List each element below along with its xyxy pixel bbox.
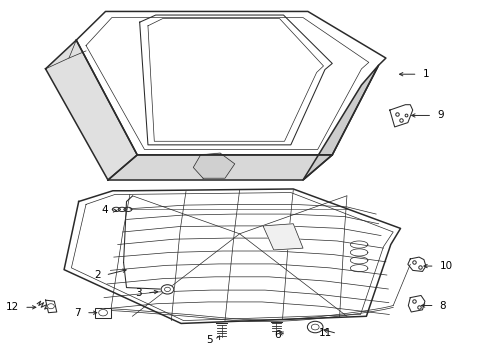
Polygon shape: [108, 155, 331, 180]
Circle shape: [161, 285, 173, 294]
Text: 4: 4: [101, 206, 108, 216]
Text: 7: 7: [74, 308, 81, 318]
Polygon shape: [45, 300, 57, 313]
Polygon shape: [263, 224, 303, 250]
Text: 12: 12: [6, 302, 19, 312]
Circle shape: [307, 321, 323, 333]
Polygon shape: [76, 12, 385, 155]
FancyBboxPatch shape: [95, 308, 111, 318]
Text: 3: 3: [135, 288, 142, 298]
Polygon shape: [303, 65, 378, 180]
Text: 1: 1: [422, 69, 428, 79]
Polygon shape: [45, 40, 137, 180]
Polygon shape: [407, 296, 424, 312]
Text: 6: 6: [274, 330, 281, 340]
Text: 10: 10: [439, 261, 452, 271]
Text: 5: 5: [206, 334, 212, 345]
Text: 11: 11: [318, 328, 331, 338]
Circle shape: [47, 304, 54, 309]
Text: 8: 8: [439, 301, 445, 311]
Polygon shape: [64, 189, 400, 323]
Polygon shape: [193, 153, 234, 178]
Polygon shape: [407, 257, 425, 271]
Text: 2: 2: [94, 270, 101, 280]
Polygon shape: [389, 105, 412, 127]
Text: 9: 9: [436, 111, 443, 121]
Circle shape: [99, 310, 107, 316]
